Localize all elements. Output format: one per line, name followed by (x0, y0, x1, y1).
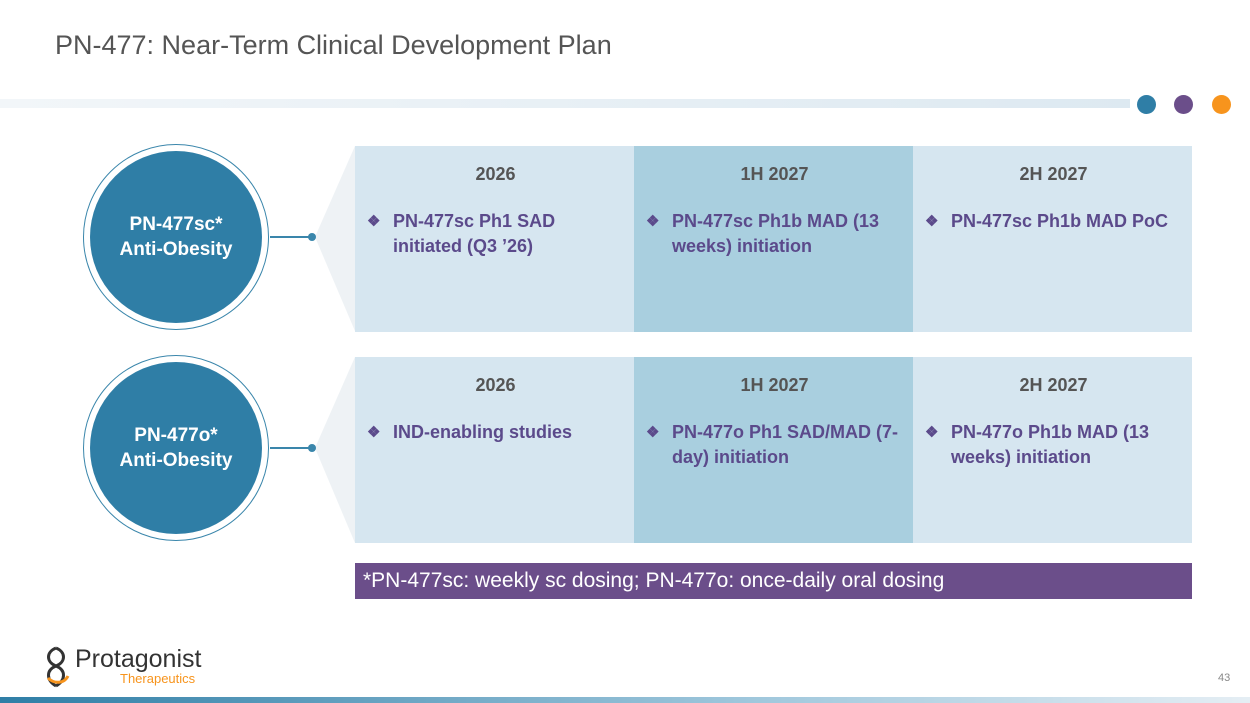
program-circle: PN-477sc* Anti-Obesity (83, 144, 269, 330)
timeline-cell: 1H 2027 PN-477sc Ph1b MAD (13 weeks) init… (634, 146, 913, 332)
milestone: IND-enabling studies (367, 420, 624, 445)
dot (1174, 95, 1193, 114)
program-label: PN-477o* Anti-Obesity (90, 362, 262, 534)
period: 2026 (475, 375, 516, 395)
label-line: PN-477o* (134, 425, 218, 446)
dot (1137, 95, 1156, 114)
label-line: Anti-Obesity (119, 239, 233, 260)
logo-name: Protagonist (75, 645, 202, 673)
dot (1212, 95, 1231, 114)
logo-tagline: Therapeutics (120, 671, 196, 686)
period: 1H 2027 (740, 164, 809, 184)
timeline-cell: 2026 IND-enabling studies (355, 357, 634, 543)
period: 2H 2027 (1019, 164, 1088, 184)
milestone: PN-477o Ph1b MAD (13 weeks) initiation (925, 420, 1182, 470)
milestone: PN-477o Ph1 SAD/MAD (7-day) initiation (646, 420, 903, 470)
milestone: PN-477sc Ph1 SAD initiated (Q3 ’26) (367, 209, 624, 259)
period: 2026 (475, 164, 516, 184)
title: PN-477: Near-Term Clinical Development P… (55, 30, 612, 60)
timeline-cell: 1H 2027 PN-477o Ph1 SAD/MAD (7-day) initi… (634, 357, 913, 543)
milestone: PN-477sc Ph1b MAD (13 weeks) initiation (646, 209, 903, 259)
label-line: PN-477sc* (129, 214, 223, 235)
timeline-cell: 2H 2027 PN-477o Ph1b MAD (13 weeks) initi… (913, 357, 1192, 543)
top-bar (0, 99, 1130, 108)
bottom-bar (0, 697, 1250, 703)
program-circle: PN-477o* Anti-Obesity (83, 355, 269, 541)
page-number: 43 (1218, 672, 1231, 684)
program-label: PN-477sc* Anti-Obesity (90, 151, 262, 323)
period: 1H 2027 (740, 375, 809, 395)
timeline-cell: 2026 PN-477sc Ph1 SAD initiated (Q3 ’26) (355, 146, 634, 332)
milestone: PN-477sc Ph1b MAD PoC (925, 209, 1182, 234)
label-line: Anti-Obesity (119, 450, 233, 471)
period: 2H 2027 (1019, 375, 1088, 395)
timeline-cell: 2H 2027 PN-477sc Ph1b MAD PoC (913, 146, 1192, 332)
footnote: *PN-477sc: weekly sc dosing; PN-477o: on… (355, 563, 1192, 599)
